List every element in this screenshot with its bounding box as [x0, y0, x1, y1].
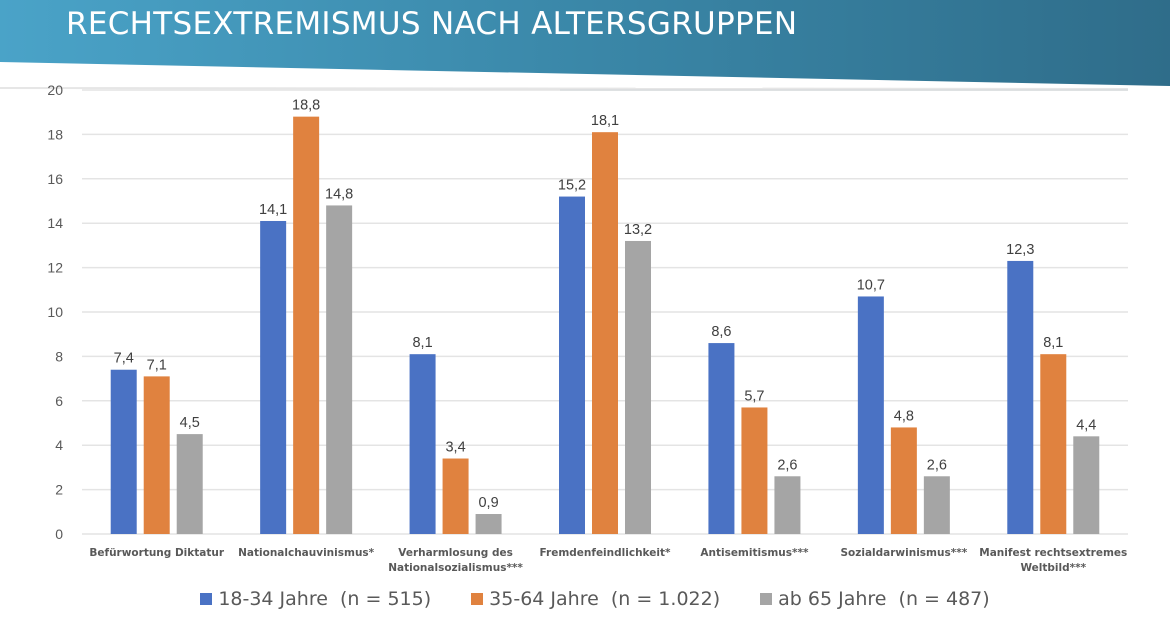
- bar: [1073, 436, 1100, 534]
- data-label: 10,7: [857, 277, 885, 293]
- legend-swatch-orange: [471, 593, 484, 605]
- data-label: 2,6: [927, 457, 947, 473]
- legend-item-18-34: 18-34 Jahre (n = 515): [200, 588, 431, 610]
- legend-swatch-gray: [760, 593, 773, 605]
- category-label: Verharmlosung des: [398, 547, 513, 559]
- bar: [625, 240, 651, 534]
- data-label: 8,1: [1043, 335, 1063, 351]
- data-label: 12,3: [1006, 242, 1034, 258]
- category-label: Manifest rechtsextremes: [979, 547, 1127, 559]
- bar: [559, 196, 585, 534]
- y-tick-label: 14: [47, 215, 63, 231]
- bar: [293, 116, 320, 534]
- y-tick-label: 20: [47, 82, 63, 98]
- category-label: Nationalchauvinismus*: [238, 547, 375, 559]
- category-label: Antisemitismus***: [700, 547, 809, 559]
- bar: [741, 407, 768, 534]
- data-label: 3,4: [445, 440, 465, 456]
- bar: [1007, 260, 1034, 534]
- data-label: 18,1: [591, 113, 619, 129]
- bar: [326, 205, 353, 534]
- legend-item-65-plus: ab 65 Jahre (n = 487): [760, 588, 990, 610]
- chart-legend: 18-34 Jahre (n = 515) 35-64 Jahre (n = 1…: [0, 588, 1170, 610]
- y-tick-label: 6: [55, 393, 63, 409]
- category-label: Befürwortung Diktatur: [89, 547, 224, 559]
- bar: [890, 427, 917, 534]
- y-tick-label: 12: [47, 260, 63, 276]
- data-label: 7,4: [114, 351, 134, 367]
- data-label: 8,1: [412, 335, 432, 351]
- bar-chart: 0 2 4 6 8 10 12 14 16 18 20 7,4 7,1 4,5 Befürwortung D…: [47, 82, 1128, 574]
- y-tick-label: 2: [55, 482, 63, 498]
- data-label: 13,2: [624, 222, 652, 238]
- y-tick-label: 4: [55, 437, 63, 453]
- data-label: 0,9: [478, 495, 498, 511]
- legend-item-35-64: 35-64 Jahre (n = 1.022): [471, 588, 720, 610]
- bar: [260, 220, 287, 535]
- y-tick-label: 8: [55, 348, 63, 364]
- bar: [774, 476, 801, 534]
- bar: [1040, 354, 1067, 534]
- category-label: Nationalsozialismus***: [388, 562, 523, 574]
- bar: [475, 514, 502, 534]
- data-label: 18,8: [292, 98, 320, 114]
- data-label: 8,6: [711, 324, 731, 340]
- category-label: Weltbild***: [1020, 562, 1086, 574]
- data-label: 14,1: [259, 202, 287, 218]
- bar: [592, 132, 618, 534]
- bar: [143, 376, 170, 534]
- slide-header: RECHTSEXTREMISMUS NACH ALTERSGRUPPEN: [0, 0, 1170, 110]
- y-tick-label: 10: [47, 304, 63, 320]
- category-label: Sozialdarwinismus***: [840, 547, 967, 559]
- y-tick-label: 0: [55, 526, 63, 542]
- data-label: 5,7: [744, 388, 764, 404]
- data-label: 7,1: [147, 357, 167, 373]
- data-label: 4,5: [180, 415, 200, 431]
- y-tick-label: 18: [47, 126, 63, 142]
- legend-label: 35-64 Jahre (n = 1.022): [489, 588, 721, 610]
- data-label: 2,6: [777, 457, 797, 473]
- bar: [110, 369, 137, 534]
- bar: [923, 476, 950, 534]
- category-label: Fremdenfeindlichkeit*: [540, 547, 671, 559]
- data-label: 4,4: [1076, 417, 1096, 433]
- bar: [409, 354, 436, 534]
- legend-swatch-blue: [200, 593, 213, 605]
- legend-label: ab 65 Jahre (n = 487): [778, 588, 990, 610]
- data-label: 4,8: [894, 408, 914, 424]
- bar: [857, 296, 884, 534]
- legend-label: 18-34 Jahre (n = 515): [218, 588, 432, 610]
- y-tick-label: 16: [47, 171, 63, 187]
- data-label: 14,8: [325, 186, 353, 202]
- bar: [442, 458, 469, 534]
- bar: [708, 343, 735, 534]
- page-title: RECHTSEXTREMISMUS NACH ALTERSGRUPPEN: [66, 6, 798, 42]
- data-label: 15,2: [558, 178, 586, 194]
- bar: [176, 434, 203, 534]
